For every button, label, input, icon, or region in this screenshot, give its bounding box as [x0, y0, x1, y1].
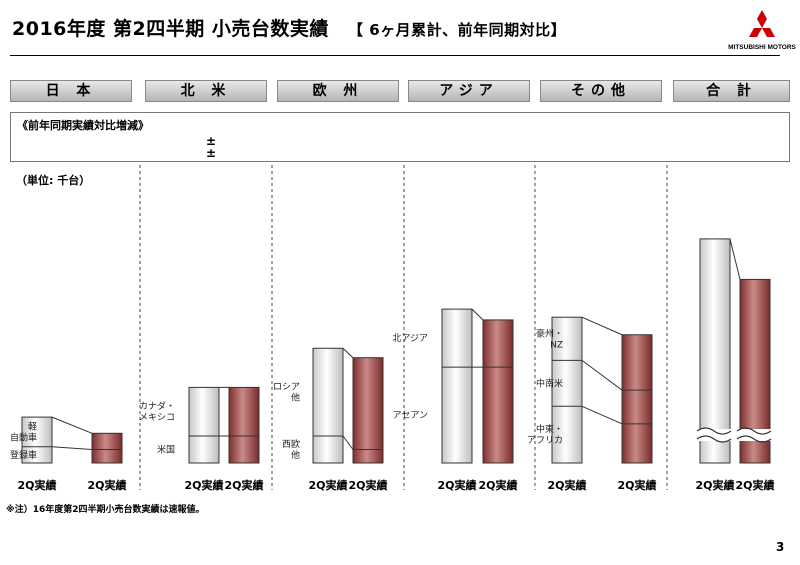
segment-label-0-0: 登録車: [10, 449, 37, 461]
bar-prior-0: [21, 416, 53, 464]
segment-label-3-0: アセアン: [393, 410, 428, 421]
title-subtitle: 【 6ヶ月累計、前年同期対比】: [347, 21, 567, 39]
axis-break-wave-top-1: [736, 427, 772, 435]
page-number: 3: [776, 540, 785, 554]
bar-prior-2: [312, 347, 344, 464]
connector-2-0: [342, 435, 354, 450]
axis-break-wave-bottom-0: [696, 435, 732, 443]
bar-current-0: [91, 432, 123, 464]
yoy-sign-1: ±: [206, 134, 217, 148]
segment-label-1-0: 米国: [157, 444, 175, 456]
connector-5-0: [729, 238, 741, 280]
region-header-other: その他: [540, 80, 662, 102]
x-label-3-0: 2Q実績: [437, 478, 476, 492]
x-label-3-1: 2Q実績: [478, 478, 517, 492]
connector-2-1: [342, 347, 354, 359]
segment-label-4-1: 中南米: [536, 377, 563, 389]
unit-label: （単位: 千台）: [16, 174, 91, 187]
region-header-europe: 欧 州: [277, 80, 399, 102]
segment-label-1-1: カナダ・メキシコ: [139, 400, 175, 423]
bar-current-3: [482, 319, 514, 464]
yoy-sign-2: ±: [206, 146, 217, 160]
bar-current-1: [228, 386, 260, 464]
footnote: ※注）16年度第2四半期小売台数実績は速報値。: [6, 505, 205, 515]
bar-prior-5: [699, 238, 731, 464]
segment-label-3-1: 北アジア: [392, 333, 428, 344]
connector-4-0: [581, 405, 623, 425]
region-header-japan: 日 本: [10, 80, 132, 102]
bar-current-2: [352, 357, 384, 464]
x-label-1-1: 2Q実績: [224, 478, 263, 492]
region-header-asia: アジア: [408, 80, 530, 102]
logo-text: MITSUBISHI MOTORS: [728, 44, 796, 51]
segment-label-2-0: 西欧他: [282, 438, 300, 461]
x-label-1-0: 2Q実績: [184, 478, 223, 492]
connector-0-0: [51, 446, 93, 450]
x-label-0-0: 2Q実績: [17, 478, 56, 492]
bar-prior-1: [188, 386, 220, 464]
segment-label-4-2: 豪州・ NZ: [536, 327, 563, 350]
x-label-4-1: 2Q実績: [617, 478, 656, 492]
bar-prior-4: [551, 316, 583, 464]
connector-0-1: [51, 416, 93, 434]
yoy-change-box: 《前年同期実績対比増減》 ± ±: [10, 112, 790, 162]
page-title: 2016年度 第2四半期 小売台数実績 【 6ヶ月累計、前年同期対比】: [12, 14, 566, 41]
x-label-5-0: 2Q実績: [695, 478, 734, 492]
x-label-2-0: 2Q実績: [308, 478, 347, 492]
segment-label-4-0: 中東・アフリカ: [527, 423, 563, 446]
x-label-2-1: 2Q実績: [348, 478, 387, 492]
axis-break-gap-0: [699, 429, 731, 441]
x-label-5-1: 2Q実績: [735, 478, 774, 492]
x-label-0-1: 2Q実績: [87, 478, 126, 492]
segment-label-0-1: 軽自動車: [10, 421, 37, 443]
axis-break-wave-top-0: [696, 427, 732, 435]
axis-break-wave-bottom-1: [736, 435, 772, 443]
connector-4-1: [581, 359, 623, 391]
title-divider: [10, 55, 780, 56]
x-label-4-0: 2Q実績: [547, 478, 586, 492]
segment-label-2-1: ロシア他: [273, 383, 300, 404]
region-header-north-america: 北 米: [145, 80, 267, 102]
bar-prior-3: [441, 308, 473, 464]
region-header-total: 合 計: [673, 80, 790, 102]
yoy-label: 《前年同期実績対比増減》: [17, 119, 149, 132]
mitsubishi-logo-icon: [749, 10, 775, 37]
connector-4-2: [581, 316, 623, 336]
bar-current-4: [621, 334, 653, 464]
axis-break-gap-1: [739, 429, 771, 441]
title-main: 2016年度 第2四半期 小売台数実績: [12, 18, 329, 40]
connector-3-1: [471, 308, 484, 321]
